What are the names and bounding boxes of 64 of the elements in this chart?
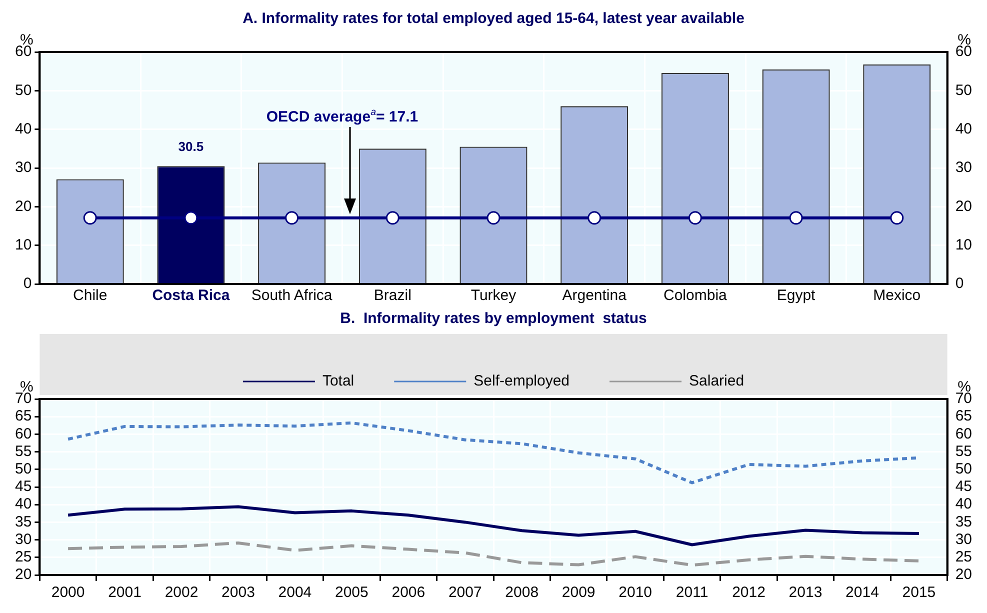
x-tick-label: Egypt <box>776 287 816 304</box>
x-tick-label: 2000 <box>51 584 85 602</box>
x-tick-label: 2006 <box>392 584 426 602</box>
y-tick-label: 65 <box>14 408 32 425</box>
y-tick-label: 20 <box>14 566 32 584</box>
y2-tick-label: 50 <box>955 82 972 99</box>
x-tick-label: 2004 <box>278 584 312 602</box>
chart-title: B. Informality rates by employment status <box>340 310 647 328</box>
x-tick-label: 2008 <box>505 584 539 602</box>
y-tick-label: 30 <box>14 530 32 548</box>
x-tick-label: 2012 <box>732 584 766 602</box>
y2-tick-label: 40 <box>955 496 972 513</box>
y2-tick-label: 45 <box>955 478 972 496</box>
y2-tick-label: 40 <box>955 120 972 138</box>
y2-tick-label: 30 <box>955 530 972 548</box>
y-tick-label: 10 <box>14 236 32 254</box>
legend-label: Total <box>322 372 354 390</box>
y2-tick-label: 65 <box>955 408 972 425</box>
x-tick-label: Brazil <box>374 287 412 304</box>
x-tick-label: 2015 <box>902 584 936 602</box>
x-tick-label: 2010 <box>618 584 652 602</box>
x-tick-label: 2003 <box>222 584 255 602</box>
y-tick-label: 40 <box>14 120 32 138</box>
x-tick-label: Mexico <box>873 287 921 304</box>
y-tick-label: 20 <box>14 198 32 215</box>
x-tick-label: 2013 <box>788 584 822 602</box>
data-label: 30.5 <box>178 139 204 154</box>
y-tick-label: 25 <box>14 548 32 566</box>
y-tick-label: 45 <box>14 478 32 496</box>
y-tick-label: 55 <box>14 442 32 460</box>
x-tick-label: 2001 <box>108 584 142 602</box>
y2-tick-label: 60 <box>955 425 972 442</box>
y2-tick-label: 20 <box>955 198 972 215</box>
y2-tick-label: 20 <box>955 566 972 584</box>
y2-tick-label: 35 <box>955 513 972 530</box>
y-tick-label: 60 <box>14 425 32 442</box>
x-tick-label: South Africa <box>251 287 333 304</box>
x-tick-label: 2002 <box>164 584 198 602</box>
x-tick-label: Costa Rica <box>152 287 230 304</box>
y2-tick-label: 50 <box>955 460 972 478</box>
x-tick-label: Chile <box>73 287 108 304</box>
y2-tick-label: 10 <box>955 236 972 254</box>
y2-tick-label: 0 <box>955 275 964 292</box>
y2-tick-label: 55 <box>955 442 972 460</box>
legend-label: Salaried <box>689 372 744 390</box>
y2-tick-label: 25 <box>955 548 972 566</box>
y-tick-label: 35 <box>14 513 32 530</box>
y-tick-label: 50 <box>14 82 32 99</box>
x-tick-label: 2011 <box>676 584 708 602</box>
x-tick-label: 2005 <box>334 584 368 602</box>
x-tick-label: 2009 <box>562 584 596 602</box>
x-tick-label: 2014 <box>846 584 879 602</box>
x-tick-label: Argentina <box>562 287 628 304</box>
line-series <box>66 541 920 567</box>
x-tick-label: Colombia <box>664 287 728 304</box>
y-tick-label: 30 <box>14 159 32 176</box>
y2-tick-label: 30 <box>955 159 972 176</box>
x-tick-label: 2007 <box>448 584 482 602</box>
chart-title: A. Informality rates for total employed aged 15-64, latest year available <box>242 10 744 28</box>
y-tick-label: 40 <box>14 496 32 513</box>
x-tick-label: Turkey <box>470 287 517 304</box>
y-tick-label: 50 <box>14 460 32 478</box>
y-tick-label: 0 <box>23 275 32 292</box>
legend-label: Self-employed <box>474 372 570 390</box>
